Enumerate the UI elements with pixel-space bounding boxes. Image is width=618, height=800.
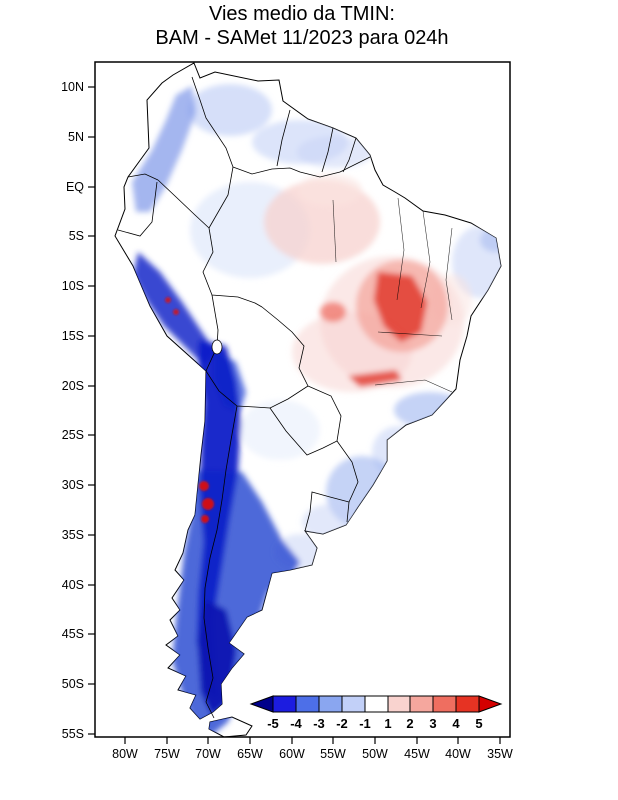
lon-label: 45W — [404, 747, 430, 761]
colorbar-segment — [341, 695, 366, 713]
lat-label: 20S — [62, 379, 84, 393]
border-line — [336, 440, 359, 503]
lat-label: 10N — [61, 80, 84, 94]
border-line — [117, 181, 158, 237]
border-line — [208, 166, 234, 229]
bias-blob — [374, 272, 427, 342]
border-line — [261, 306, 309, 387]
lat-label: 50S — [62, 677, 84, 691]
lat-label: EQ — [66, 180, 84, 194]
bias-spot — [199, 481, 209, 491]
bias-blob — [320, 302, 346, 322]
colorbar-segment — [364, 695, 389, 713]
lat-label: 25S — [62, 428, 84, 442]
bias-blob — [133, 252, 216, 366]
colorbar-label: -3 — [313, 716, 325, 731]
colorbar-segment — [432, 695, 457, 713]
border-line — [342, 137, 357, 173]
colorbar-segment — [455, 695, 480, 713]
colorbar-label: 2 — [406, 716, 413, 731]
lat-label: 55S — [62, 727, 84, 741]
bias-hot-spots — [165, 297, 214, 523]
border-line — [304, 491, 350, 532]
bias-spot — [165, 297, 171, 303]
lat-label: 5N — [68, 130, 84, 144]
lake-titicaca — [211, 339, 223, 355]
bias-blob — [132, 86, 196, 212]
lon-label: 60W — [279, 747, 305, 761]
bias-blob — [480, 228, 501, 252]
state-line — [332, 199, 337, 263]
border-line — [232, 156, 371, 178]
border-line — [203, 405, 238, 719]
bias-blob — [297, 136, 373, 168]
figure-title-line2: BAM - SAMet 11/2023 para 024h — [155, 27, 448, 49]
lat-label: 40S — [62, 578, 84, 592]
state-borders — [332, 197, 453, 393]
lon-label: 80W — [112, 747, 138, 761]
border-line — [157, 179, 210, 229]
lon-label: 35W — [487, 747, 513, 761]
lat-label: 45S — [62, 627, 84, 641]
bias-spot — [173, 309, 179, 315]
colorbar-label: 3 — [429, 716, 436, 731]
lon-label: 40W — [445, 747, 471, 761]
colorbar-segment — [387, 695, 411, 713]
colorbar-arrow-right — [478, 695, 503, 713]
bias-spot — [202, 498, 214, 510]
bias-blob — [188, 84, 272, 136]
lon-label: 70W — [195, 747, 221, 761]
colorbar-label: 1 — [384, 716, 391, 731]
colorbar-label: -2 — [336, 716, 348, 731]
colorbar-label: 5 — [475, 716, 482, 731]
bias-blob — [298, 174, 362, 206]
bias-blob — [348, 370, 402, 387]
lat-label: 5S — [69, 229, 84, 243]
lon-label: 50W — [362, 747, 388, 761]
state-line — [377, 331, 443, 337]
border-line — [191, 76, 234, 168]
lat-axis: 10N 5N EQ 5S 10S 15S 20S 25S 30S 35S 40S… — [61, 80, 95, 741]
colorbar-segment — [272, 695, 297, 713]
bias-shading — [132, 84, 501, 735]
country-borders — [117, 76, 371, 719]
bias-blob — [394, 392, 466, 428]
state-line — [396, 197, 405, 301]
lon-label: 65W — [237, 747, 263, 761]
border-line — [269, 385, 342, 456]
colorbar-segment — [295, 695, 320, 713]
lat-label: 15S — [62, 329, 84, 343]
border-line — [276, 109, 291, 167]
bias-blob — [240, 400, 320, 460]
figure-title-line1: Vies medio da TMIN: — [209, 3, 395, 25]
border-line — [346, 501, 350, 523]
lon-axis: 80W 75W 70W 65W 60W 55W 50W 45W 40W 35W — [112, 737, 513, 761]
lon-label: 75W — [154, 747, 180, 761]
colorbar: -5 -4 -3 -2 -1 1 2 3 4 5 — [249, 694, 505, 731]
state-line — [445, 227, 453, 321]
bias-spot — [201, 515, 209, 523]
state-line — [374, 379, 453, 393]
bias-blob — [302, 504, 362, 540]
colorbar-label: -5 — [267, 716, 279, 731]
border-line — [205, 294, 219, 372]
state-line — [420, 210, 431, 309]
lon-label: 55W — [320, 747, 346, 761]
colorbar-label: -1 — [359, 716, 371, 731]
lat-label: 30S — [62, 478, 84, 492]
border-line — [127, 173, 159, 181]
colorbar-label: 4 — [452, 716, 460, 731]
lat-label: 35S — [62, 528, 84, 542]
colorbar-segment — [409, 695, 434, 713]
border-line — [321, 127, 334, 173]
plot-frame — [94, 61, 511, 738]
colorbar-segment — [318, 695, 343, 713]
lat-label: 10S — [62, 279, 84, 293]
colorbar-label: -4 — [290, 716, 302, 731]
